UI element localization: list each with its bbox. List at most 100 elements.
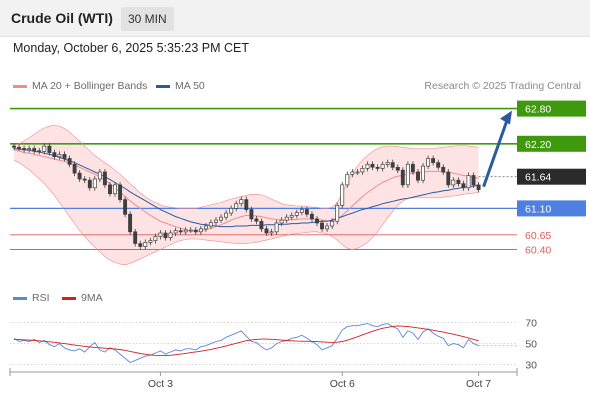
timestamp: Monday, October 6, 2025 5:35:23 PM CET [13,41,250,55]
candle-body [239,199,244,205]
candle [274,220,279,235]
candle [340,181,345,209]
resistance-price-label: 62.20 [525,139,551,151]
candle [62,151,67,162]
candle-body [188,229,193,232]
candle-body [92,178,97,189]
candle [188,227,193,234]
candle [350,169,355,178]
candle [431,155,436,166]
rsi-ma-line [13,325,479,357]
candle-body [168,232,173,239]
candle-body [229,208,234,214]
candle-body [234,203,239,209]
candle-body [128,213,133,233]
candle [133,228,138,247]
candle [309,211,314,222]
candle [355,169,360,175]
candle [168,230,173,241]
candle-body [284,216,289,221]
x-tick-label: Oct 3 [148,378,173,390]
bollinger-upper-line [13,124,479,209]
candle [178,227,183,235]
candle-body [259,220,264,230]
candle-body [108,184,112,195]
candle [471,172,476,188]
candle-body [466,175,471,189]
candle-body [370,163,375,168]
candle [148,237,153,246]
chart-header: Crude Oil (WTI) 30 MIN [0,0,590,37]
candle-body [365,163,370,169]
candle-body [143,242,148,247]
candle [416,169,420,184]
interval-button[interactable]: 30 MIN [121,7,174,31]
rsi-tick-label: 30 [525,360,537,372]
ma50-line [13,148,479,228]
candle [37,147,42,155]
candle [461,180,466,191]
candle [436,159,441,171]
candle-body [375,166,380,169]
candle-body [441,166,446,173]
candle [284,214,289,224]
candle [259,218,264,232]
candle [390,159,395,171]
candle [77,170,82,182]
candle-body [123,199,128,215]
candle [72,161,77,177]
candle [27,145,32,153]
candle [52,149,57,160]
candle-body [178,230,183,233]
candle [102,169,107,188]
candle-body [62,154,67,159]
candle [385,159,390,168]
current-price-label: 61.64 [525,172,551,184]
candle [375,164,380,172]
candle [138,240,143,250]
candle-body [113,184,117,195]
candle-body [254,218,259,222]
candle [118,181,123,203]
candle [405,161,410,188]
candle-body [244,199,249,210]
candle-body [360,168,365,173]
candle [42,143,47,155]
candle-body [193,229,198,233]
candle-body [32,148,37,152]
candle-body [264,228,269,234]
candle-body [158,232,163,237]
candle [22,145,27,153]
candle-body [274,222,279,233]
price-label-layer: 62.80 62.20 61.64 61.10 60.65 60.40 [517,100,586,257]
ma50-legend-label: MA 50 [175,80,205,92]
candle [249,206,254,222]
candle-body [47,145,52,153]
candle [203,223,208,232]
candle-body [410,163,415,173]
candle [269,228,274,236]
candle [198,225,203,235]
candle [400,167,405,188]
bollinger-legend-label: MA 20 + Bollinger Bands [32,80,148,92]
rsi-line [13,323,479,364]
candle-body [208,222,213,227]
candle [183,227,188,235]
candle-body [163,232,168,239]
candle-body [12,145,16,148]
candle-body [380,163,385,169]
candle-body [350,171,355,175]
candle [451,177,456,188]
instrument-title: Crude Oil (WTI) [11,10,113,26]
candle [123,196,128,218]
candle [173,227,178,236]
candle [395,164,400,174]
candle-body [269,231,274,234]
candle-body [325,225,330,230]
candle-body [219,216,223,221]
resistance-label-box [517,135,586,152]
candle [143,239,148,250]
research-credit: Research © 2025 Trading Central [424,80,581,92]
forecast-arrow-shaft [482,117,510,188]
rsi-tick-label: 50 [525,339,537,351]
